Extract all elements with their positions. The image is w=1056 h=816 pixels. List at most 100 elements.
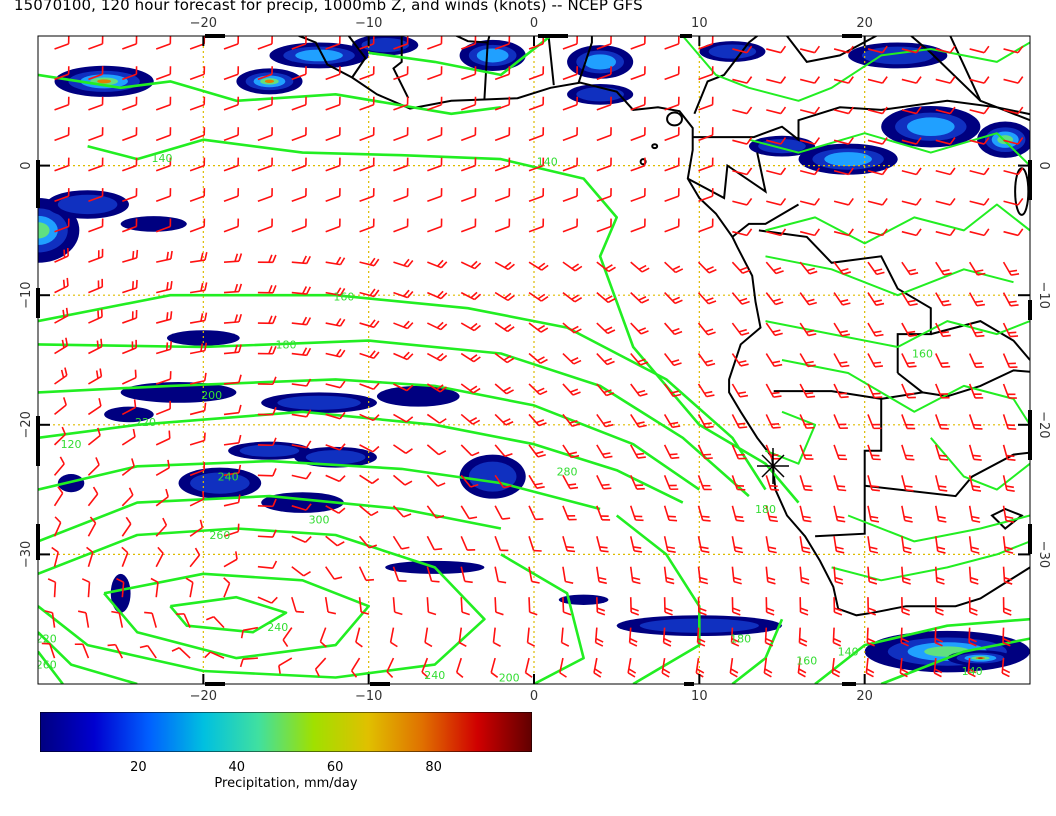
wind-barb — [664, 157, 680, 172]
wind-barb — [630, 127, 646, 142]
wind-barb — [867, 45, 888, 54]
wind-barb — [799, 45, 821, 54]
wind-barb — [139, 644, 157, 659]
wind-barb — [664, 261, 684, 274]
wind-barb — [393, 96, 409, 111]
contour-label: 260 — [209, 529, 230, 542]
wind-barb — [54, 218, 70, 233]
lon-tick-label-bottom: 20 — [856, 689, 873, 704]
wind-barb — [88, 157, 104, 172]
wind-barb — [88, 218, 104, 233]
wind-barb — [150, 577, 159, 598]
wind-barb — [291, 566, 311, 577]
country-border — [692, 99, 1030, 142]
wind-barb — [698, 218, 714, 233]
wind-barb — [359, 288, 380, 298]
wind-barb — [1002, 627, 1011, 647]
wind-barb — [1003, 76, 1024, 84]
wind-barb — [155, 218, 172, 233]
wind-barb — [53, 456, 65, 476]
wind-barb — [107, 643, 124, 659]
wind-barb — [596, 127, 612, 142]
wind-barb — [325, 36, 341, 50]
wind-barb — [697, 322, 716, 336]
wind-barb — [185, 577, 194, 598]
precip-colorbar — [40, 712, 532, 752]
wind-barb — [969, 228, 990, 237]
precip-cell — [978, 657, 983, 659]
wind-barb — [697, 383, 715, 398]
wind-barb — [833, 597, 843, 616]
frame-tick-bar — [1028, 410, 1032, 460]
wind-barb — [562, 444, 580, 459]
wind-barb — [559, 657, 567, 678]
wind-barb — [324, 597, 337, 615]
wind-barb — [426, 413, 447, 424]
forecast-map: 140 1401601802002202402602803002402202602… — [19, 16, 1051, 704]
wind-barb — [901, 228, 922, 237]
wind-barb — [799, 292, 817, 306]
wind-barb — [831, 657, 841, 678]
wind-barb — [934, 597, 944, 616]
wind-barb — [54, 307, 69, 324]
contour-line — [169, 595, 288, 634]
wind-barb — [1002, 566, 1013, 585]
island-or-lake — [651, 143, 659, 150]
wind-barb — [458, 627, 467, 648]
wind-barb — [205, 615, 225, 629]
wind-barb — [121, 487, 134, 507]
wind-barb — [1002, 292, 1019, 307]
wind-barb — [630, 261, 650, 273]
wind-barb — [766, 228, 787, 237]
wind-barb — [291, 409, 312, 418]
wind-barb — [935, 353, 951, 368]
wind-barb — [494, 291, 515, 302]
contour-label: 220 — [36, 633, 57, 646]
wind-barb — [460, 218, 477, 233]
wind-barb — [630, 36, 646, 50]
wind-barb — [122, 96, 138, 111]
precip-cell — [104, 406, 154, 423]
wind-barb — [421, 657, 429, 679]
wind-barb — [325, 535, 345, 547]
wind-barb — [426, 383, 447, 393]
wind-barb — [697, 444, 713, 460]
wind-barb — [392, 505, 412, 518]
wind-barb — [88, 368, 103, 385]
wind-barb — [628, 627, 638, 647]
wind-barb — [934, 444, 949, 461]
wind-barb — [257, 66, 273, 81]
wind-barb — [325, 474, 346, 483]
wind-barb — [732, 167, 753, 176]
wind-barb — [393, 383, 414, 392]
wind-barb — [663, 597, 673, 616]
wind-barb — [593, 657, 602, 678]
wind-barb — [189, 402, 207, 416]
wind-barb — [223, 218, 240, 233]
contour-line — [103, 572, 370, 660]
lat-tick-label-right: −20 — [1036, 411, 1051, 438]
wind-barb — [460, 597, 470, 616]
wind-barb — [901, 292, 918, 307]
precip-cell — [110, 573, 131, 613]
wind-barb — [392, 535, 410, 550]
wind-barb — [732, 106, 753, 115]
wind-barb — [664, 188, 680, 202]
wind-barb — [122, 218, 138, 233]
wind-barb — [833, 167, 854, 176]
wind-barb — [865, 657, 875, 678]
lon-tick-label-top: 0 — [530, 16, 538, 31]
wind-barb — [54, 36, 70, 50]
wind-barb — [325, 66, 341, 81]
wind-barb — [291, 286, 312, 295]
wind-barb — [74, 643, 90, 659]
country-border — [577, 36, 593, 84]
wind-barb — [257, 254, 277, 264]
precip-cell — [824, 152, 872, 167]
wind-barb — [156, 311, 173, 324]
wind-barb — [867, 505, 880, 523]
wind-barb — [325, 411, 346, 420]
wind-barb — [460, 505, 478, 520]
wind-barb — [867, 292, 885, 306]
wind-barb — [189, 66, 206, 81]
